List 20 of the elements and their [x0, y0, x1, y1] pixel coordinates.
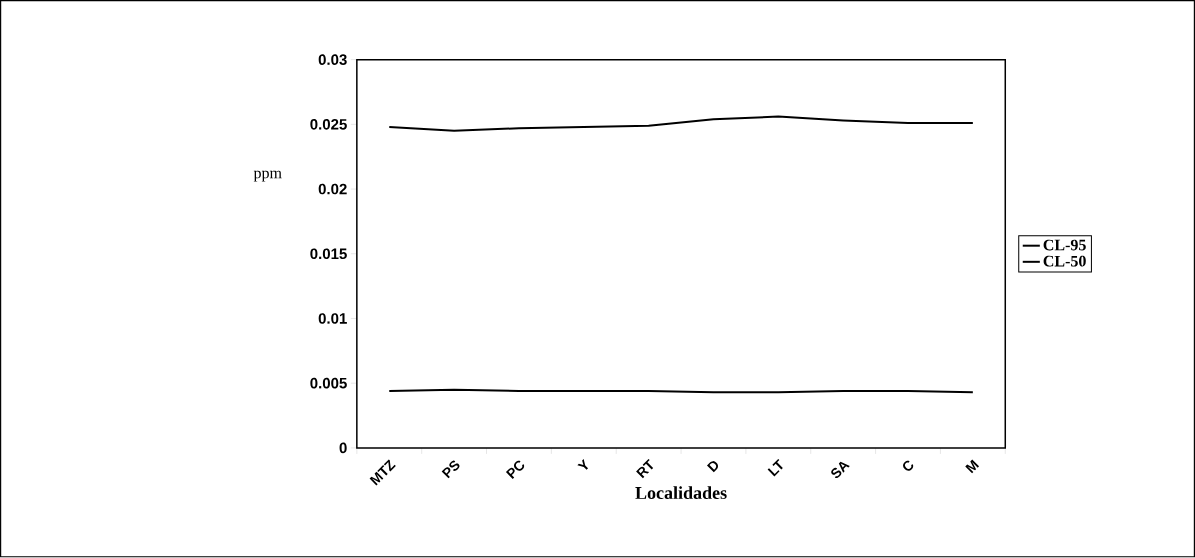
x-tick-label: PS [441, 460, 460, 479]
y-tick-label: 0.01 [318, 313, 347, 324]
x-axis-title: Localidades [635, 486, 727, 500]
x-tick-label: PC [505, 460, 525, 480]
y-tick-label: 0.005 [310, 378, 347, 389]
x-tick-label: Y [577, 459, 589, 470]
x-tick-label: SA [831, 461, 850, 479]
y-tick-label: 0.025 [310, 119, 347, 130]
x-tick-label: M [965, 459, 980, 474]
y-tick-label: 0.03 [318, 54, 347, 66]
legend-label: CL-50 [1043, 255, 1086, 267]
x-tick-label: D [706, 461, 719, 473]
x-tick-label: C [903, 460, 914, 472]
y-tick-label: 0.015 [310, 248, 347, 260]
y-tick-label: 0.02 [318, 183, 347, 195]
x-tick-label: RT [636, 459, 654, 479]
y-tick-label: 0 [339, 442, 347, 454]
x-tick-label: LT [767, 459, 783, 477]
legend-label: CL-95 [1043, 239, 1086, 251]
y-axis-title: ppm [253, 170, 282, 182]
